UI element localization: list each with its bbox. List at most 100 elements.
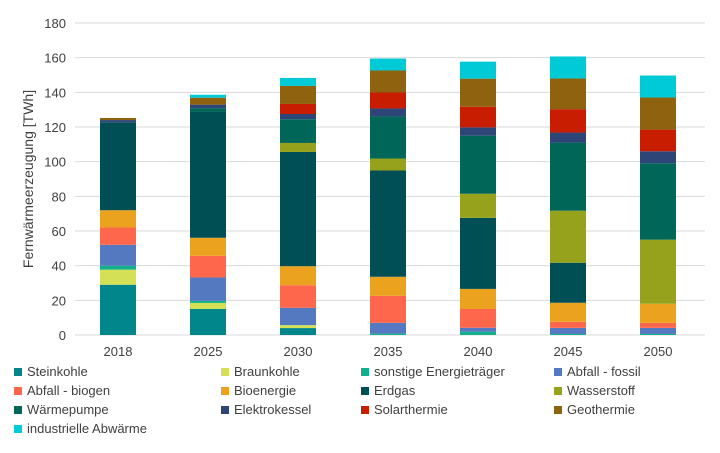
x-tick-label: 2040 [464, 344, 493, 359]
legend-swatch [361, 367, 369, 376]
legend-swatch [14, 405, 22, 414]
legend-item: Solarthermie [361, 402, 448, 417]
bar-segment [640, 333, 676, 335]
legend-swatch [554, 367, 562, 376]
legend-item: Abfall - biogen [14, 383, 110, 398]
bar-segment [280, 328, 316, 335]
legend-swatch [554, 386, 562, 395]
bar-segment [100, 284, 136, 335]
legend-swatch [361, 386, 369, 395]
bar-segment [460, 309, 496, 328]
bar-segment [550, 142, 586, 211]
y-tick-label: 80 [52, 189, 66, 204]
bar-segment [190, 237, 226, 256]
bar-segment [190, 108, 226, 112]
legend-swatch [221, 405, 229, 414]
bar-segment [640, 303, 676, 323]
bar-segment [190, 277, 226, 301]
legend-label: Braunkohle [234, 364, 300, 379]
bar-segment [550, 262, 586, 303]
bar-segment [640, 75, 676, 98]
bars [100, 56, 676, 335]
x-tick-label: 2018 [104, 344, 133, 359]
legend-item: industrielle Abwärme [14, 421, 147, 436]
y-tick-label: 160 [44, 51, 66, 66]
y-tick-label: 0 [59, 328, 66, 343]
y-tick-label: 140 [44, 85, 66, 100]
bar-segment [550, 333, 586, 335]
legend-swatch [554, 405, 562, 414]
bar-segment [460, 127, 496, 136]
bar-segment [370, 276, 406, 296]
bar-segment [190, 255, 226, 278]
bar-segment [550, 132, 586, 143]
bar-segment [100, 122, 136, 211]
bar-segment [190, 104, 226, 109]
x-tick-label: 2025 [194, 344, 223, 359]
bar-segment [370, 116, 406, 159]
bar-segment [460, 61, 496, 79]
legend-label: Erdgas [374, 383, 416, 398]
bar-segment [280, 103, 316, 114]
bar-segment [280, 307, 316, 326]
bar-segment [100, 227, 136, 245]
bar-segment [280, 85, 316, 104]
x-tick-label: 2045 [554, 344, 583, 359]
y-tick-label: 40 [52, 259, 66, 274]
bar-segment [460, 331, 496, 335]
y-tick-label: 100 [44, 155, 66, 170]
legend-swatch [14, 386, 22, 395]
bar-segment [370, 333, 406, 335]
legend-item: Bioenergie [221, 383, 296, 398]
bar-segment [370, 295, 406, 323]
bar-segment [100, 120, 136, 123]
legend-label: Wasserstoff [567, 383, 635, 398]
bar-segment [190, 302, 226, 309]
legend-item: Steinkohle [14, 364, 88, 379]
bar-segment [370, 322, 406, 334]
bar-segment [370, 108, 406, 117]
bar-segment [640, 129, 676, 152]
bar-segment [280, 119, 316, 143]
legend-item: Erdgas [361, 383, 415, 398]
bar-segment [370, 70, 406, 93]
legend-swatch [14, 367, 22, 376]
bar-segment [640, 97, 676, 130]
legend-swatch [221, 367, 229, 376]
y-tick-label: 20 [52, 293, 66, 308]
legend-item: Elektrokessel [221, 402, 311, 417]
legend-label: Geothermie [567, 402, 635, 417]
bar-segment [100, 210, 136, 228]
x-tick-label: 2030 [284, 344, 313, 359]
bar-segment [280, 77, 316, 86]
bar-segment [550, 56, 586, 79]
legend-label: industrielle Abwärme [27, 421, 147, 436]
legend-item: sonstige Energieträger [361, 364, 505, 379]
bar-segment [280, 151, 316, 267]
bar-segment [100, 265, 136, 270]
legend-label: Abfall - biogen [27, 383, 111, 398]
legend-label: sonstige Energieträger [374, 364, 505, 379]
bar-segment [460, 288, 496, 309]
x-axis-ticks: 2018 2025 2030 2035 2040 2045 2050 [104, 344, 673, 359]
bar-segment [280, 325, 316, 329]
bar-segment [190, 94, 226, 98]
bar-segment [370, 92, 406, 109]
bar-segment [460, 193, 496, 218]
legend-label: Bioenergie [234, 383, 297, 398]
legend-swatch [14, 424, 22, 433]
y-tick-label: 180 [44, 16, 66, 31]
bar-segment [640, 239, 676, 304]
legend-label: Abfall - fossil [567, 364, 641, 379]
bar-segment [460, 217, 496, 289]
bar-segment [280, 285, 316, 308]
legend-item: Wärmepumpe [14, 402, 109, 417]
bar-segment [550, 109, 586, 133]
legend-swatch [221, 386, 229, 395]
legend-label: Solarthermie [374, 402, 448, 417]
y-axis-label: Fernwärmeerzeugung [TWh] [20, 90, 36, 268]
bar-segment [460, 327, 496, 332]
legend-item: Wasserstoff [554, 383, 635, 398]
bar-segment [100, 117, 136, 121]
